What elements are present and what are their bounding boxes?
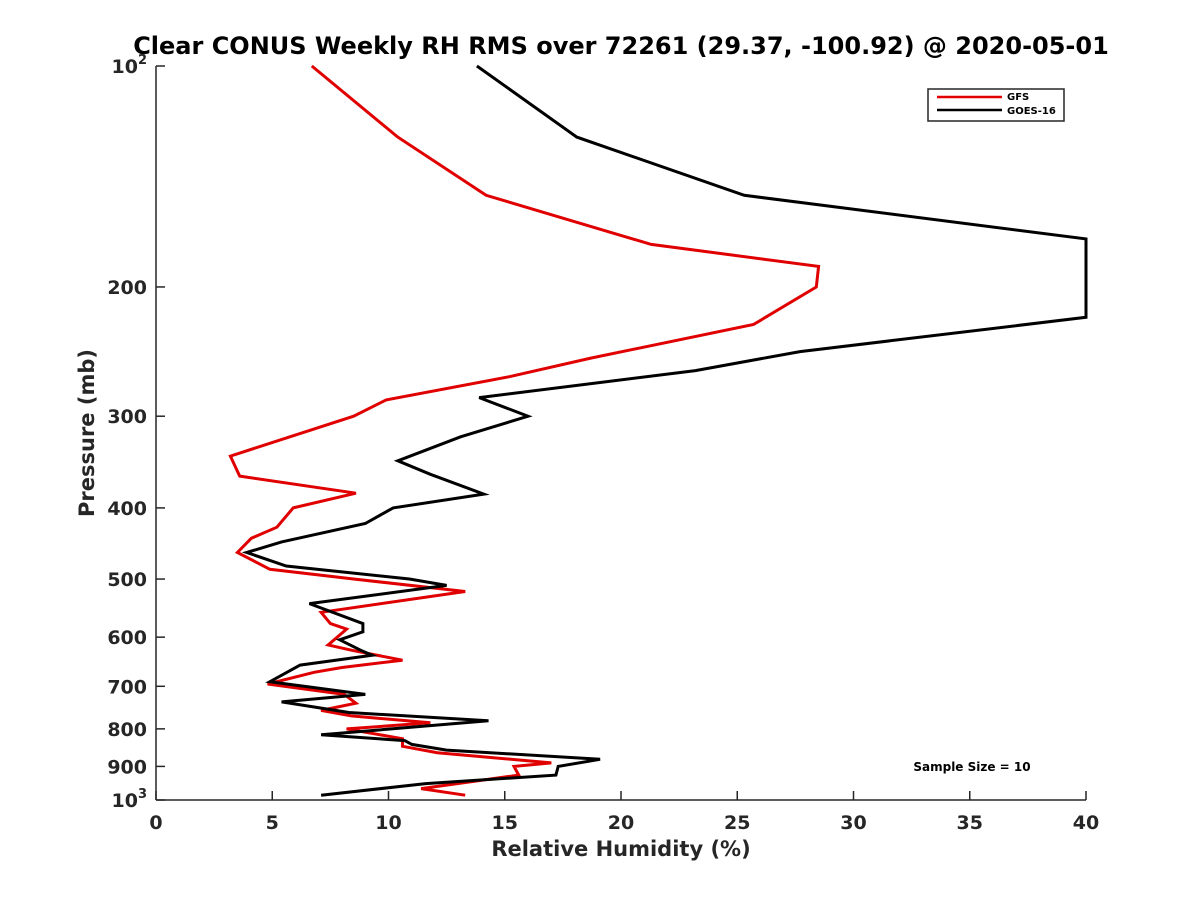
x-tick-label: 10 [375,812,401,834]
legend-box [927,88,1065,122]
axes-layer: 0 5 10 15 20 25 30 35 40 102 200 300 400 500 600 700 800… [107,53,1099,834]
y-tick-label: 300 [107,406,147,428]
x-tick-label: 40 [1073,812,1099,834]
y-tick-label: 900 [107,756,147,778]
series-line-goes16 [241,64,1088,797]
y-tick-label: 600 [107,627,147,649]
series-line-gfs [228,64,821,797]
x-tick-label: 30 [840,812,866,834]
plot-area: 0 5 10 15 20 25 30 35 40 102 200 300 400 500 600 700 800… [107,53,1099,834]
legend: GFS GOES-16 [927,88,1065,122]
chart-title: Clear CONUS Weekly RH RMS over 72261 (29… [133,32,1109,60]
legend-label-goes16: GOES-16 [1007,106,1056,117]
y-tick-label: 102 [112,53,148,78]
x-tick-label: 20 [608,812,634,834]
y-tick-label: 800 [107,719,147,741]
x-tick-label: 35 [957,812,983,834]
y-tick-label: 103 [112,787,148,812]
series-layer [228,64,1088,797]
x-tick-label: 25 [724,812,750,834]
x-tick-label: 15 [492,812,518,834]
legend-label-gfs: GFS [1007,92,1029,103]
y-tick-label: 500 [107,569,147,591]
y-tick-label: 400 [107,498,147,520]
x-tick-label: 0 [149,812,162,834]
y-tick-label: 700 [107,676,147,698]
y-axis-label: Pressure (mb) [75,349,99,517]
x-tick-label: 5 [266,812,279,834]
sample-size-annotation: Sample Size = 10 [913,760,1030,774]
y-tick-label: 200 [107,277,147,299]
x-axis-label: Relative Humidity (%) [491,837,750,861]
